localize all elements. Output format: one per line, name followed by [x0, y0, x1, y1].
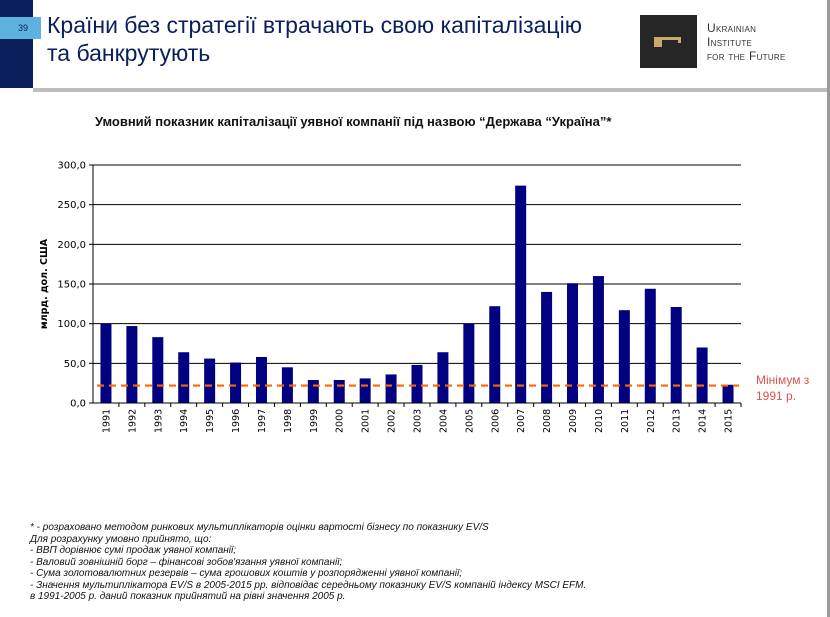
- y-axis-label: млрд. дол. США: [39, 238, 50, 329]
- x-tick-label: 1999: [309, 409, 320, 433]
- x-tick-label: 1992: [127, 409, 138, 433]
- bar-2014: [696, 347, 708, 403]
- x-tick-label: 2012: [646, 409, 657, 433]
- footnotes: * - розраховано методом ринкових мультип…: [30, 522, 586, 603]
- bar-1993: [152, 337, 164, 403]
- x-tick-label: 2005: [464, 409, 475, 433]
- bar-1996: [230, 362, 242, 403]
- x-tick-label: 1993: [153, 409, 164, 433]
- bar-2004: [437, 352, 449, 403]
- bar-1995: [204, 358, 216, 403]
- min-line-label: Мінімум з 1991 р.: [756, 372, 809, 404]
- bar-1998: [281, 367, 293, 403]
- key-icon: [654, 37, 681, 47]
- chart-title: Умовний показник капіталізації уявної ко…: [95, 114, 612, 129]
- bar-2005: [463, 323, 475, 403]
- bar-1994: [178, 352, 190, 403]
- x-tick-label: 1998: [283, 409, 294, 433]
- logo-line: for the Future: [707, 49, 786, 63]
- footnote-line: - Сума золотовалютних резервів – сума гр…: [30, 568, 463, 579]
- x-tick-label: 1997: [257, 409, 268, 433]
- footnote-line: Для розрахунку умовно прийнято, що:: [30, 533, 212, 545]
- page-number: 39: [0, 17, 41, 39]
- x-tick-label: 2000: [335, 409, 346, 433]
- bar-1997: [255, 356, 267, 403]
- footnote-line: в 1991-2005 р. даний показник прийнятий …: [30, 591, 346, 602]
- min-label-line-2: 1991 р.: [756, 389, 797, 403]
- footnote-line: - Значення мультиплікатора EV/S в 2005-2…: [30, 579, 587, 591]
- logo-line: Ukrainian: [707, 21, 757, 35]
- y-tick-label: 250,0: [57, 200, 86, 211]
- y-tick-label: 300,0: [57, 161, 86, 172]
- x-tick-label: 2009: [568, 409, 579, 433]
- bar-2013: [670, 307, 682, 403]
- nav-bar: [0, 0, 33, 88]
- x-tick-label: 1996: [231, 409, 242, 433]
- bar-2006: [489, 306, 501, 403]
- title-line-2: та банкрутують: [47, 40, 211, 66]
- logo: [640, 15, 697, 68]
- bar-2011: [618, 310, 630, 403]
- bar-2012: [644, 288, 656, 403]
- y-tick-label: 200,0: [57, 240, 86, 251]
- bar-2007: [515, 185, 527, 403]
- title-line-1: Країни без стратегії втрачають свою капі…: [47, 12, 582, 38]
- bar-2003: [411, 364, 423, 403]
- x-tick-label: 2007: [516, 409, 527, 433]
- footnote-line: * - розраховано методом ринкових мультип…: [30, 522, 489, 533]
- x-tick-label: 1995: [205, 409, 216, 433]
- x-tick-label: 2010: [594, 409, 605, 433]
- x-tick-label: 2011: [620, 409, 631, 433]
- footnote-line: - Валовий зовнішній борг – фінансові зоб…: [30, 556, 343, 568]
- bar-1999: [307, 379, 319, 403]
- bar-2010: [592, 276, 604, 403]
- page-title: Країни без стратегії втрачають свою капі…: [47, 11, 627, 67]
- header-divider: [33, 88, 830, 92]
- bar-1991: [100, 323, 112, 403]
- footnote-line: - ВВП дорівнює сумі продаж уявної компан…: [30, 545, 236, 556]
- bar-2008: [541, 291, 553, 403]
- x-tick-label: 2013: [672, 409, 683, 433]
- bar-2015: [722, 384, 734, 403]
- y-tick-label: 50,0: [64, 359, 86, 370]
- y-tick-label: 100,0: [57, 319, 86, 330]
- x-tick-label: 2006: [490, 409, 501, 433]
- x-tick-label: 2008: [542, 409, 553, 433]
- y-tick-label: 150,0: [57, 280, 86, 291]
- logo-text: Ukrainian Institute for the Future: [707, 21, 786, 63]
- bar-2002: [385, 374, 397, 403]
- x-tick-label: 2003: [413, 409, 424, 433]
- slide-edge: [827, 0, 830, 617]
- bar-2000: [333, 379, 345, 403]
- y-tick-label: 0,0: [70, 399, 86, 410]
- min-label-line-1: Мінімум з: [756, 373, 810, 387]
- x-tick-label: 1991: [101, 409, 112, 433]
- bar-2001: [359, 378, 371, 403]
- bar-2009: [567, 283, 579, 403]
- logo-line: Institute: [707, 35, 753, 49]
- x-tick-label: 2004: [438, 409, 449, 433]
- x-tick-label: 2015: [724, 409, 735, 433]
- bar-1992: [126, 326, 138, 403]
- x-tick-label: 2001: [361, 409, 372, 433]
- x-tick-label: 1994: [179, 409, 190, 433]
- x-tick-label: 2002: [387, 409, 398, 433]
- x-tick-label: 2014: [698, 409, 709, 433]
